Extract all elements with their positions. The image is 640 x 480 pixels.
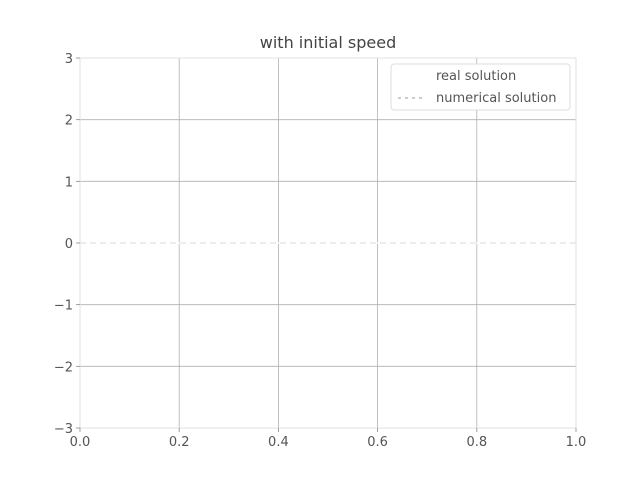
legend: real solution numerical solution — [390, 63, 571, 111]
y-tick-label: −1 — [54, 299, 73, 314]
legend-label-numerical-solution: numerical solution — [436, 91, 556, 106]
y-tick-label: 3 — [65, 52, 73, 67]
y-tick-label: −2 — [54, 360, 73, 375]
legend-box — [390, 63, 571, 111]
x-tick-label: 1.0 — [566, 435, 587, 450]
x-tick-label: 0.6 — [367, 435, 388, 450]
chart-title: with initial speed — [260, 33, 396, 52]
y-tick-label: 2 — [65, 114, 73, 129]
y-tick-label: 0 — [65, 237, 73, 252]
x-tick-label: 0.8 — [466, 435, 487, 450]
x-tick-label: 0.4 — [268, 435, 289, 450]
tick-layer: 0.0 0.2 0.4 0.6 0.8 1.0 −3 −2 −1 0 1 2 3 — [54, 52, 587, 450]
x-tick-label: 0.0 — [70, 435, 91, 450]
x-tick-label: 0.2 — [169, 435, 190, 450]
legend-label-real-solution: real solution — [436, 69, 516, 84]
y-tick-label: 1 — [65, 175, 73, 190]
y-tick-label: −3 — [54, 422, 73, 437]
